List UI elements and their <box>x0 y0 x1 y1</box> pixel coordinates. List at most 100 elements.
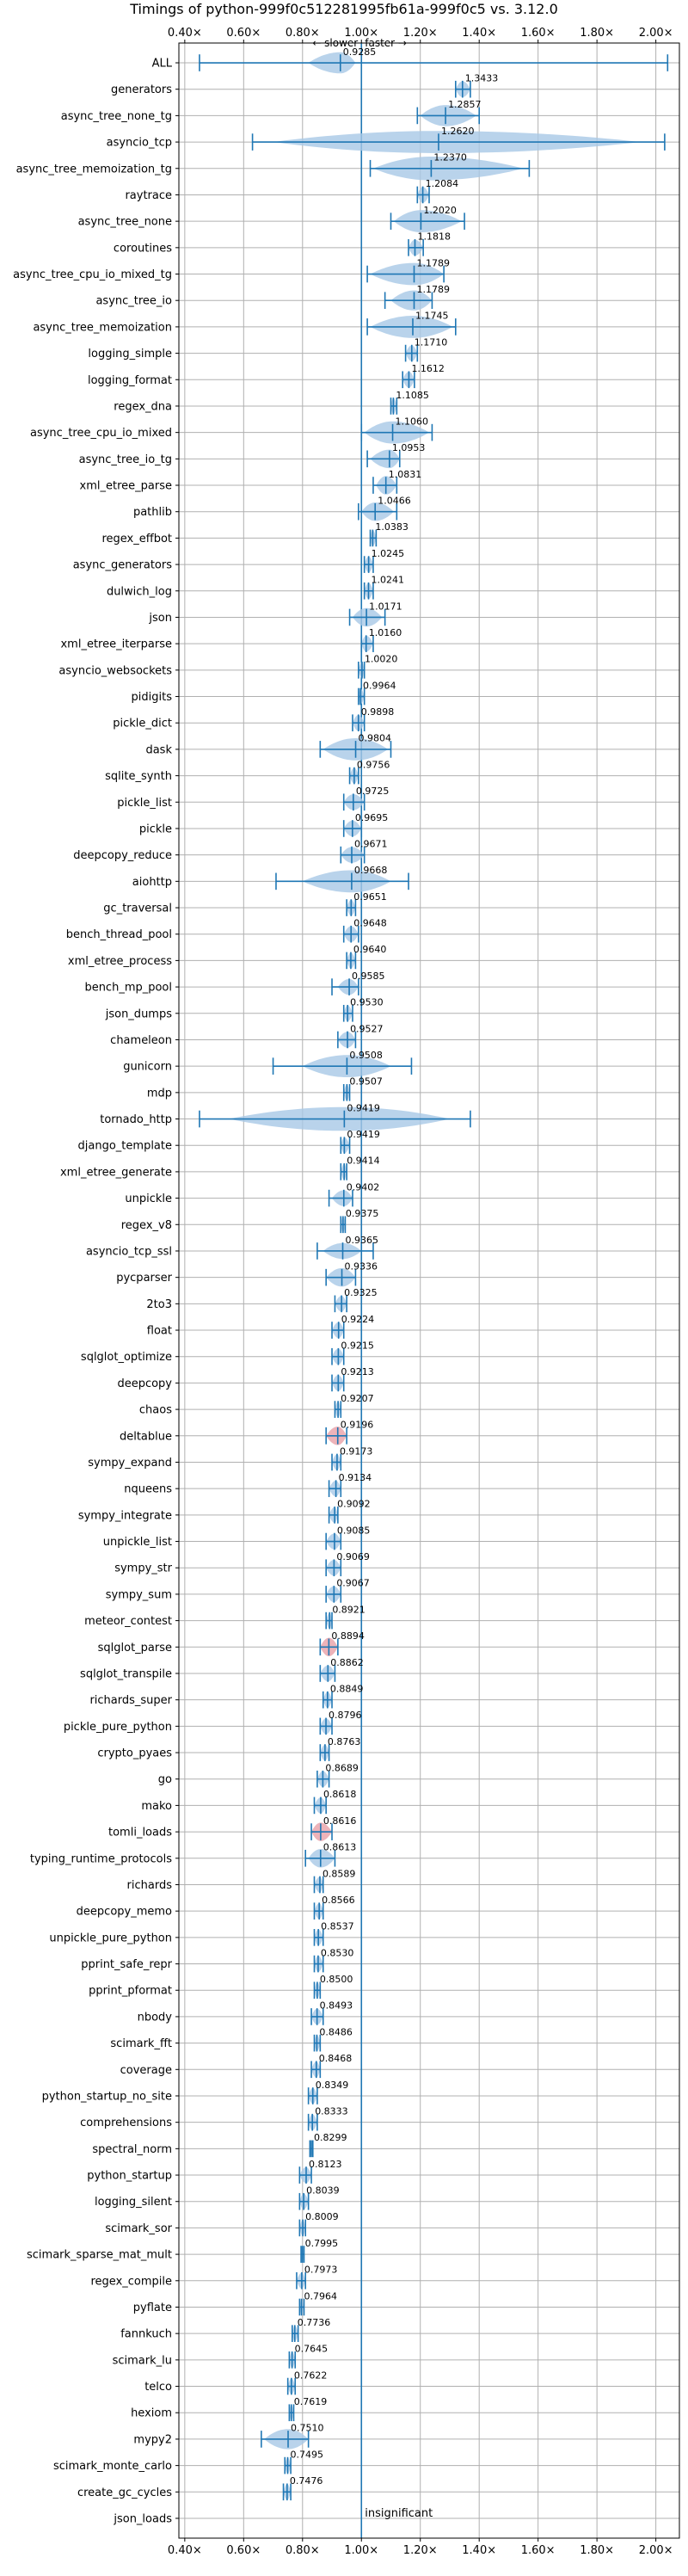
benchmark-violin: 1.0020 <box>358 654 397 679</box>
y-tick-label: pathlib <box>133 506 172 519</box>
y-tick-label: deepcopy <box>117 1377 172 1390</box>
benchmark-violin: 0.8613 <box>304 1842 356 1868</box>
benchmark-violin: 0.9134 <box>328 1472 372 1497</box>
value-label: 0.9668 <box>354 865 388 876</box>
value-label: 0.7645 <box>295 2344 329 2355</box>
y-tick-label: regex_v8 <box>121 1219 172 1232</box>
value-label: 0.9530 <box>350 997 384 1008</box>
benchmark-violin: 0.9671 <box>340 838 387 864</box>
y-tick-label: sympy_str <box>114 1562 172 1575</box>
benchmark-violin: 0.9285 <box>199 46 669 74</box>
y-tick-label: python_startup_no_site <box>42 2090 172 2103</box>
benchmark-violin: 0.7619 <box>288 2396 328 2422</box>
y-tick-label: float <box>147 1325 172 1338</box>
y-tick-label: mako <box>141 1800 172 1813</box>
value-label: 0.8537 <box>321 1921 354 1932</box>
benchmark-violin: 1.0245 <box>363 548 405 573</box>
benchmark-violin: 0.8618 <box>313 1789 356 1815</box>
x-tick-label-top: 0.60× <box>226 27 261 40</box>
benchmark-violin: 0.8009 <box>298 2211 339 2237</box>
benchmark-violin: 0.8566 <box>313 1895 355 1920</box>
y-tick-label: json_dumps <box>105 1008 172 1020</box>
y-tick-label: async_tree_memoization_tg <box>16 163 172 176</box>
benchmark-violin: 0.8500 <box>313 1974 353 2000</box>
benchmark-violin: 0.8689 <box>316 1763 359 1788</box>
benchmark-violin: 1.2370 <box>369 152 531 181</box>
value-label: 1.0245 <box>372 548 405 559</box>
benchmark-violin: 0.9898 <box>352 706 394 732</box>
benchmark-violin: 0.8486 <box>313 2026 353 2052</box>
value-label: 1.0171 <box>369 601 402 612</box>
value-label: 0.8486 <box>319 2026 353 2037</box>
benchmark-violin: 0.9530 <box>342 997 384 1022</box>
benchmark-violin: 0.8862 <box>319 1657 364 1682</box>
benchmark-violin: 0.9207 <box>334 1393 374 1418</box>
benchmark-violin: 0.8921 <box>325 1604 366 1630</box>
y-tick-label: django_template <box>78 1140 172 1153</box>
x-tick-label-bottom: 1.20× <box>403 2544 438 2557</box>
y-tick-label: generators <box>111 83 172 96</box>
benchmark-violin: 0.7973 <box>296 2265 337 2289</box>
y-tick-label: regex_compile <box>90 2275 172 2288</box>
y-tick-label: mdp <box>147 1087 172 1100</box>
y-tick-label: unpickle_list <box>103 1536 172 1549</box>
x-tick-label-bottom: 0.80× <box>286 2544 320 2557</box>
value-label: 1.2020 <box>423 205 457 216</box>
benchmark-violin: 0.8333 <box>307 2105 348 2131</box>
y-tick-label: bench_mp_pool <box>84 982 172 995</box>
value-label: 0.9224 <box>341 1314 375 1325</box>
benchmark-violin: 1.0241 <box>363 575 405 600</box>
y-tick-label: richards <box>127 1879 173 1892</box>
benchmark-violin: 0.9414 <box>340 1156 380 1180</box>
y-tick-label: sympy_expand <box>88 1457 172 1470</box>
y-tick-label: unpickle <box>125 1192 172 1205</box>
y-tick-label: deltablue <box>120 1430 172 1443</box>
value-label: 0.9365 <box>346 1235 379 1246</box>
benchmark-violin: 0.7964 <box>298 2290 337 2316</box>
benchmark-violin: 0.9651 <box>346 891 387 916</box>
y-tick-label: gc_traversal <box>103 903 172 915</box>
y-tick-label: async_generators <box>73 559 173 572</box>
y-tick-label: coverage <box>120 2064 172 2077</box>
value-label: 1.1789 <box>417 257 450 268</box>
violin-layer: 0.9285 1.3433 1.2857 1.2620 1.2370 1.2084 1.20… <box>199 46 669 2520</box>
benchmark-violin: 1.1060 <box>360 416 433 444</box>
value-label: 0.8500 <box>320 1974 353 1985</box>
value-label: 1.1745 <box>415 311 448 322</box>
value-label: 0.8009 <box>305 2211 339 2222</box>
benchmark-violin: 0.7736 <box>292 2317 330 2342</box>
x-tick-label-top: 1.40× <box>462 27 496 40</box>
benchmark-violin: 0.9196 <box>325 1420 373 1445</box>
value-label: 0.9285 <box>343 46 377 58</box>
plot-frame <box>178 42 680 2539</box>
y-tick-label: sympy_sum <box>106 1588 172 1601</box>
benchmark-violin: 0.8123 <box>298 2159 341 2184</box>
y-tick-label: pprint_safe_repr <box>81 1958 172 1971</box>
y-tick-label: asyncio_websockets <box>58 664 172 677</box>
x-tick-label-bottom: 1.60× <box>521 2544 556 2557</box>
benchmark-violin: 0.7645 <box>288 2344 329 2369</box>
value-label: 1.2620 <box>441 126 475 137</box>
value-label: 0.9585 <box>352 971 385 982</box>
value-label: 0.7495 <box>290 2449 323 2460</box>
value-label: 1.0241 <box>372 575 405 586</box>
benchmark-violin: 0.8039 <box>298 2185 340 2210</box>
y-tick-label: regex_effbot <box>101 533 172 545</box>
y-tick-label: xml_etree_generate <box>60 1166 172 1179</box>
value-label: 0.7476 <box>290 2475 323 2487</box>
y-tick-label: telco <box>144 2381 172 2394</box>
y-tick-label: nqueens <box>124 1483 172 1496</box>
y-tick-label: aiohttp <box>132 876 172 889</box>
value-label: 0.7619 <box>294 2396 328 2407</box>
value-label: 1.0466 <box>378 496 411 507</box>
y-tick-label: logging_simple <box>88 348 172 361</box>
value-label: 1.2084 <box>426 178 459 189</box>
value-label: 0.8530 <box>321 1947 354 1958</box>
y-tick-labels: ALL generators async_tree_none_tg asyncio_t… <box>13 58 179 2525</box>
benchmark-violin: 0.8763 <box>319 1736 360 1761</box>
x-tick-label-top: 0.80× <box>286 27 320 40</box>
value-label: 0.9085 <box>337 1525 371 1536</box>
benchmark-violin: 1.1789 <box>366 257 450 286</box>
